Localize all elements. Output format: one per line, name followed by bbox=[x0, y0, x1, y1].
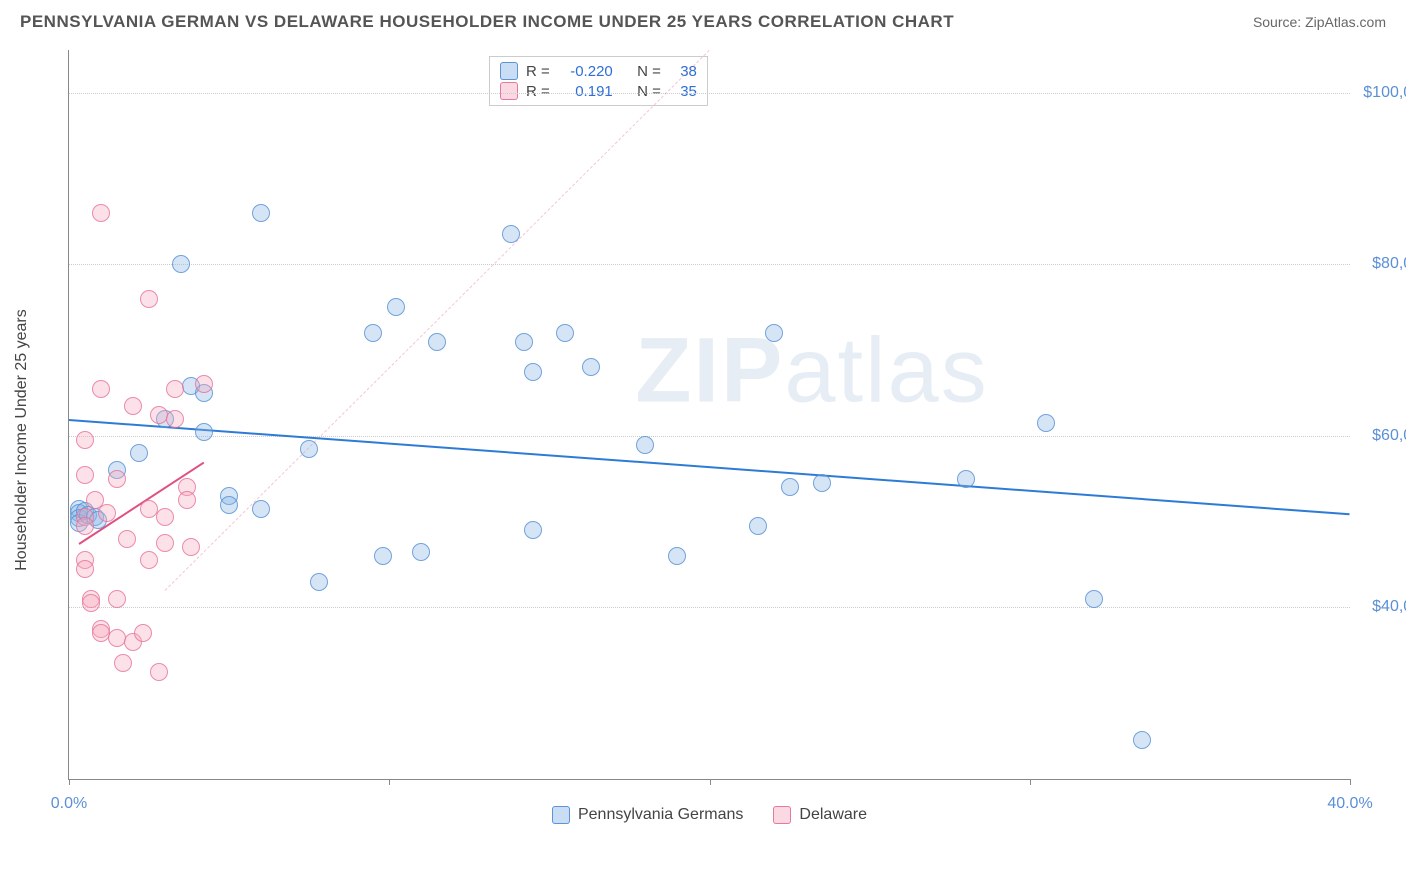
data-point bbox=[108, 470, 126, 488]
stat-r-label: R = bbox=[526, 83, 550, 100]
data-point bbox=[668, 547, 686, 565]
data-point bbox=[252, 500, 270, 518]
data-point bbox=[166, 380, 184, 398]
data-point bbox=[76, 431, 94, 449]
data-point bbox=[582, 358, 600, 376]
stat-n-label: N = bbox=[637, 83, 661, 100]
legend-label: Pennsylvania Germans bbox=[578, 806, 743, 824]
x-tick-label: 40.0% bbox=[1327, 795, 1372, 813]
data-point bbox=[1085, 590, 1103, 608]
stat-r-value: -0.220 bbox=[558, 63, 613, 80]
chart-container: Householder Income Under 25 years ZIPatl… bbox=[50, 50, 1390, 830]
data-point bbox=[156, 508, 174, 526]
data-point bbox=[172, 255, 190, 273]
data-point bbox=[556, 324, 574, 342]
data-point bbox=[515, 333, 533, 351]
data-point bbox=[166, 410, 184, 428]
data-point bbox=[124, 397, 142, 415]
watermark: ZIPatlas bbox=[635, 318, 988, 423]
data-point bbox=[76, 517, 94, 535]
data-point bbox=[195, 423, 213, 441]
data-point bbox=[387, 298, 405, 316]
x-tick bbox=[69, 779, 70, 785]
data-point bbox=[195, 375, 213, 393]
x-tick bbox=[710, 779, 711, 785]
data-point bbox=[130, 444, 148, 462]
gridline bbox=[69, 93, 1350, 94]
data-point bbox=[182, 538, 200, 556]
legend-swatch bbox=[500, 82, 518, 100]
legend-item: Delaware bbox=[773, 806, 867, 824]
chart-header: PENNSYLVANIA GERMAN VS DELAWARE HOUSEHOL… bbox=[0, 0, 1406, 40]
y-tick-label: $40,000 bbox=[1355, 598, 1406, 616]
legend-stats-row: R = -0.220 N = 38 bbox=[500, 61, 697, 81]
data-point bbox=[98, 504, 116, 522]
data-point bbox=[92, 380, 110, 398]
data-point bbox=[76, 560, 94, 578]
data-point bbox=[114, 654, 132, 672]
data-point bbox=[140, 290, 158, 308]
y-tick-label: $60,000 bbox=[1355, 427, 1406, 445]
data-point bbox=[957, 470, 975, 488]
stat-r-label: R = bbox=[526, 63, 550, 80]
x-tick bbox=[1030, 779, 1031, 785]
data-point bbox=[428, 333, 446, 351]
correlation-legend: R = -0.220 N = 38R = 0.191 N = 35 bbox=[489, 56, 708, 106]
x-tick bbox=[1350, 779, 1351, 785]
data-point bbox=[636, 436, 654, 454]
trend-line bbox=[165, 50, 710, 591]
data-point bbox=[76, 466, 94, 484]
data-point bbox=[813, 474, 831, 492]
data-point bbox=[82, 594, 100, 612]
data-point bbox=[150, 663, 168, 681]
data-point bbox=[781, 478, 799, 496]
legend-item: Pennsylvania Germans bbox=[552, 806, 743, 824]
data-point bbox=[502, 225, 520, 243]
plot-area: ZIPatlas R = -0.220 N = 38R = 0.191 N = … bbox=[68, 50, 1350, 780]
legend-swatch bbox=[773, 806, 791, 824]
data-point bbox=[524, 521, 542, 539]
data-point bbox=[412, 543, 430, 561]
y-tick-label: $80,000 bbox=[1355, 255, 1406, 273]
x-tick-label: 0.0% bbox=[51, 795, 87, 813]
data-point bbox=[118, 530, 136, 548]
data-point bbox=[524, 363, 542, 381]
data-point bbox=[252, 204, 270, 222]
data-point bbox=[310, 573, 328, 591]
data-point bbox=[1133, 731, 1151, 749]
data-point bbox=[374, 547, 392, 565]
data-point bbox=[765, 324, 783, 342]
data-point bbox=[364, 324, 382, 342]
data-point bbox=[92, 204, 110, 222]
source-label: Source: ZipAtlas.com bbox=[1253, 14, 1386, 30]
data-point bbox=[140, 551, 158, 569]
y-axis-label: Householder Income Under 25 years bbox=[13, 309, 31, 570]
data-point bbox=[220, 496, 238, 514]
y-tick-label: $100,000 bbox=[1355, 84, 1406, 102]
data-point bbox=[178, 491, 196, 509]
stat-r-value: 0.191 bbox=[558, 83, 613, 100]
legend-label: Delaware bbox=[799, 806, 867, 824]
data-point bbox=[300, 440, 318, 458]
gridline bbox=[69, 264, 1350, 265]
data-point bbox=[108, 590, 126, 608]
gridline bbox=[69, 607, 1350, 608]
gridline bbox=[69, 436, 1350, 437]
legend-swatch bbox=[552, 806, 570, 824]
data-point bbox=[1037, 414, 1055, 432]
series-legend: Pennsylvania Germans Delaware bbox=[69, 806, 1350, 824]
data-point bbox=[749, 517, 767, 535]
legend-swatch bbox=[500, 62, 518, 80]
data-point bbox=[156, 534, 174, 552]
data-point bbox=[134, 624, 152, 642]
stat-n-label: N = bbox=[637, 63, 661, 80]
chart-title: PENNSYLVANIA GERMAN VS DELAWARE HOUSEHOL… bbox=[20, 12, 954, 32]
x-tick bbox=[389, 779, 390, 785]
